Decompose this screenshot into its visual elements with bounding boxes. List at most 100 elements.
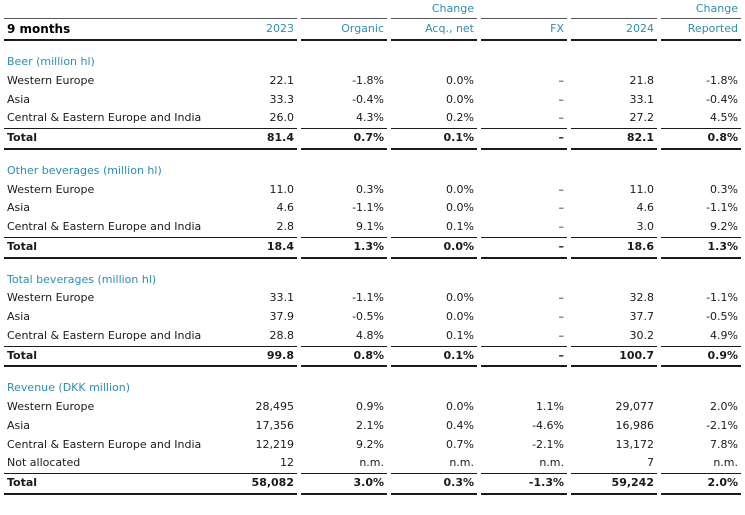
period-title: 9 months xyxy=(4,18,225,41)
value-fx: – xyxy=(481,127,567,150)
value-organic: -0.4% xyxy=(352,92,384,106)
value-2023: 12 xyxy=(280,456,294,470)
change-header-row: Change Change xyxy=(4,0,741,19)
value-reported: n.m. xyxy=(713,456,738,470)
value-fx: – xyxy=(558,291,565,305)
value-fx: – xyxy=(558,328,565,342)
value-2023: 37.9 xyxy=(269,310,295,323)
value-organic: -1.1% xyxy=(352,201,384,215)
value-organic: 4.3% xyxy=(356,111,384,125)
value-reported: 2.0% xyxy=(661,472,741,495)
value-reported: -1.1% xyxy=(706,201,738,215)
col-acq: Acq., net xyxy=(391,18,477,41)
value-acq: 0.0% xyxy=(446,73,474,87)
section-title: Total beverages (million hl) xyxy=(7,272,157,286)
value-fx: -4.6% xyxy=(532,418,564,432)
value-2024: 37.7 xyxy=(629,310,655,323)
value-acq: 0.3% xyxy=(391,472,477,495)
section-spacer xyxy=(4,149,741,162)
row-label: Central & Eastern Europe and India xyxy=(7,328,202,342)
value-organic: 0.3% xyxy=(356,182,384,196)
total-row: Total 18.4 1.3% 0.0% –18.6 1.3% xyxy=(4,236,741,259)
value-reported: 9.2% xyxy=(710,220,738,233)
value-2024: 16,986 xyxy=(615,418,655,432)
value-organic: 0.8% xyxy=(301,345,387,368)
value-reported: 4.5% xyxy=(710,111,738,125)
value-2024: 18.6 xyxy=(571,236,657,259)
table-row: Asia 4.6 -1.1% 0.0% – 4.6 -1.1% xyxy=(4,199,741,218)
value-2023: 4.6 xyxy=(276,201,295,215)
section-title-row: Total beverages (million hl) xyxy=(4,271,741,290)
value-reported: -1.8% xyxy=(706,73,738,87)
section-title: Beer (million hl) xyxy=(7,55,95,68)
value-acq: 0.0% xyxy=(446,201,474,215)
value-fx: – xyxy=(558,92,565,106)
table-body: Change Change 9 months 2023 Organic Acq.… xyxy=(4,0,741,495)
value-fx: 1.1% xyxy=(536,400,564,413)
total-row: Total 99.8 0.8% 0.1% –100.7 0.9% xyxy=(4,345,741,368)
value-reported: 7.8% xyxy=(710,437,738,451)
section-title-row: Beer (million hl) xyxy=(4,53,741,72)
value-organic: 4.8% xyxy=(356,328,384,342)
total-row: Total 58,082 3.0% 0.3% -1.3% 59,242 2.0% xyxy=(4,472,741,495)
value-2024: 59,242 xyxy=(571,472,657,495)
value-2024: 3.0 xyxy=(636,220,655,233)
value-fx: – xyxy=(558,201,565,215)
table-row: Western Europe 33.1 -1.1% 0.0% – 32.8 -1.1% xyxy=(4,289,741,308)
section-title-row: Revenue (DKK million) xyxy=(4,379,741,398)
value-fx: -2.1% xyxy=(532,437,564,451)
value-acq: 0.0% xyxy=(446,400,474,413)
row-label: Asia xyxy=(7,418,31,432)
table-row: Western Europe 22.1 -1.8% 0.0% – 21.8 -1.8% xyxy=(4,72,741,91)
value-acq: 0.0% xyxy=(391,236,477,259)
value-2023: 33.1 xyxy=(269,291,295,305)
section-title: Revenue (DKK million) xyxy=(7,381,131,395)
table-row: Central & Eastern Europe and India 12,219… xyxy=(4,436,741,455)
value-fx: – xyxy=(558,182,565,196)
value-2024: 33.1 xyxy=(629,92,655,106)
value-organic: -1.1% xyxy=(352,291,384,305)
value-acq: 0.0% xyxy=(446,291,474,305)
change-label-acq: Change xyxy=(431,2,474,15)
row-label: Total xyxy=(4,345,225,368)
value-acq: 0.1% xyxy=(446,220,474,233)
row-label: Total xyxy=(4,127,225,150)
value-2024: 29,077 xyxy=(615,400,655,413)
value-2023: 17,356 xyxy=(255,418,295,432)
section-spacer xyxy=(4,40,741,53)
value-2024: 13,172 xyxy=(615,437,655,451)
value-2024: 21.8 xyxy=(629,73,655,87)
table-row: Central & Eastern Europe and India 2.8 9.1… xyxy=(4,218,741,237)
value-reported: 4.9% xyxy=(710,328,738,342)
value-organic: -1.8% xyxy=(352,73,384,87)
value-2024: 100.7 xyxy=(571,345,657,368)
row-label: Central & Eastern Europe and India xyxy=(7,220,202,233)
value-reported: -0.4% xyxy=(706,92,738,106)
table-row: Central & Eastern Europe and India 28.8 4.… xyxy=(4,327,741,346)
table-row: Asia 33.3 -0.4% 0.0% – 33.1 -0.4% xyxy=(4,91,741,110)
value-2023: 22.1 xyxy=(269,73,295,87)
value-fx: – xyxy=(558,111,565,125)
section-spacer xyxy=(4,366,741,379)
section-title-row: Other beverages (million hl) xyxy=(4,162,741,181)
value-acq: n.m. xyxy=(449,456,474,470)
value-fx: – xyxy=(558,220,565,233)
value-fx: -1.3% xyxy=(481,472,567,495)
row-label: Western Europe xyxy=(7,400,95,413)
value-reported: 0.3% xyxy=(710,182,738,196)
value-2023: 58,082 xyxy=(225,472,297,495)
value-acq: 0.1% xyxy=(391,127,477,150)
row-label: Western Europe xyxy=(7,291,95,305)
value-2023: 12,219 xyxy=(255,437,295,451)
value-fx: – xyxy=(558,73,565,87)
value-fx: n.m. xyxy=(539,456,564,470)
value-acq: 0.0% xyxy=(446,182,474,196)
row-label: Western Europe xyxy=(7,73,95,87)
value-organic: 0.7% xyxy=(301,127,387,150)
value-reported: 0.9% xyxy=(661,345,741,368)
value-2024: 30.2 xyxy=(629,328,655,342)
value-acq: 0.2% xyxy=(446,111,474,125)
row-label: Asia xyxy=(7,310,31,323)
row-label: Western Europe xyxy=(7,182,95,196)
value-2023: 2.8 xyxy=(276,220,295,233)
